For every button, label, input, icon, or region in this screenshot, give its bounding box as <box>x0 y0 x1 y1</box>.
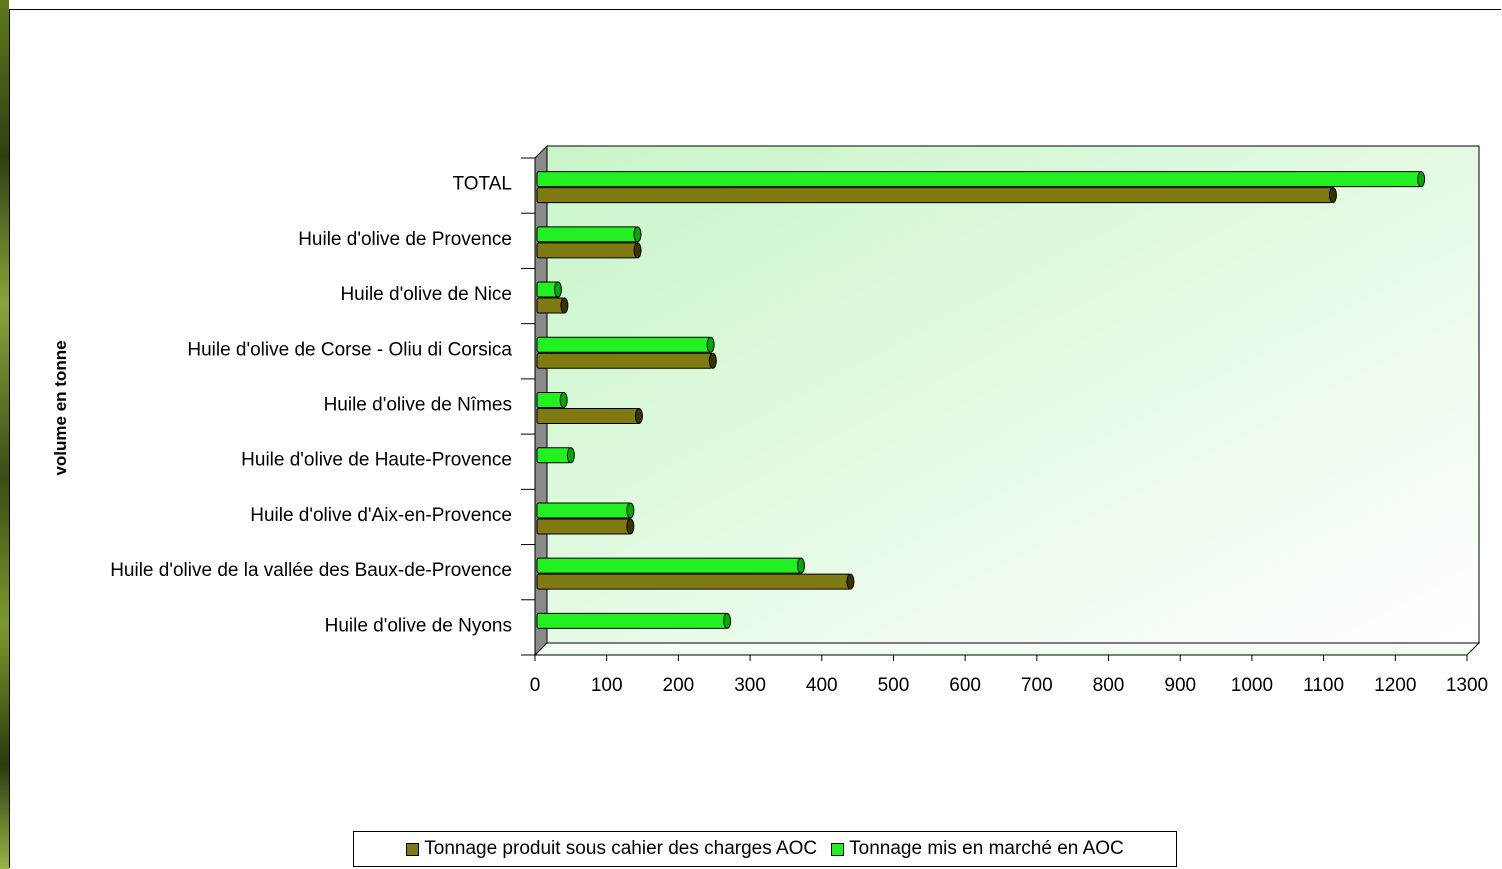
category-label: Huile d'olive de Provence <box>298 229 512 250</box>
bar-produit <box>536 297 569 314</box>
bar-produit <box>536 573 855 590</box>
legend-label-produit: Tonnage produit sous cahier des charges … <box>424 838 818 859</box>
x-tick-label: 300 <box>734 675 766 696</box>
category-label: Huile d'olive d'Aix-en-Provence <box>250 505 512 526</box>
x-tick-label: 400 <box>806 675 838 696</box>
bar-marche <box>536 392 568 408</box>
bar-marche <box>536 171 1426 188</box>
legend-swatch-marche <box>831 842 845 856</box>
x-tick-label: 200 <box>663 675 695 696</box>
bar-produit <box>536 408 643 424</box>
x-tick-label: 0 <box>530 675 541 696</box>
chart-frame <box>9 9 1501 868</box>
plot-floor <box>533 642 1481 656</box>
category-label: Huile d'olive de Haute-Provence <box>241 450 512 471</box>
bar-produit <box>536 518 635 535</box>
x-tick-label: 500 <box>878 675 910 696</box>
category-label: Huile d'olive de Nyons <box>325 615 512 636</box>
category-label: TOTAL <box>453 174 512 195</box>
legend: Tonnage produit sous cahier des charges … <box>353 831 1177 867</box>
category-label: Huile d'olive de la vallée des Baux-de-P… <box>110 560 512 581</box>
legend-item-produit: Tonnage produit sous cahier des charges … <box>406 838 817 860</box>
bar-produit <box>536 187 1337 204</box>
x-tick-label: 700 <box>1021 675 1053 696</box>
x-tick-label: 1200 <box>1374 675 1416 696</box>
bar-marche <box>536 557 805 574</box>
bar-marche <box>536 612 732 629</box>
category-label: Huile d'olive de Corse - Oliu di Corsica <box>187 339 512 360</box>
x-tick-label: 1000 <box>1231 675 1273 696</box>
bar-marche <box>536 447 575 464</box>
bar-produit <box>536 242 642 259</box>
bar-marche <box>536 336 715 353</box>
x-tick-label: 600 <box>949 675 981 696</box>
legend-swatch-produit <box>406 842 420 856</box>
x-tick-label: 1100 <box>1303 675 1344 696</box>
category-label: Huile d'olive de Nîmes <box>324 395 512 416</box>
y-axis-label: volume en tonne <box>51 340 70 475</box>
decorative-olive-strip <box>0 0 9 869</box>
bar-marche <box>536 281 562 298</box>
bar-marche <box>536 502 635 519</box>
bar-marche <box>536 226 642 243</box>
x-tick-label: 800 <box>1093 675 1125 696</box>
legend-item-marche: Tonnage mis en marché en AOC <box>831 838 1124 860</box>
x-tick-label: 900 <box>1164 675 1196 696</box>
x-tick-label: 100 <box>591 675 623 696</box>
legend-label-marche: Tonnage mis en marché en AOC <box>849 838 1124 859</box>
x-tick-label: 1300 <box>1446 675 1488 696</box>
bar-produit <box>536 352 717 369</box>
category-label: Huile d'olive de Nice <box>340 284 512 305</box>
